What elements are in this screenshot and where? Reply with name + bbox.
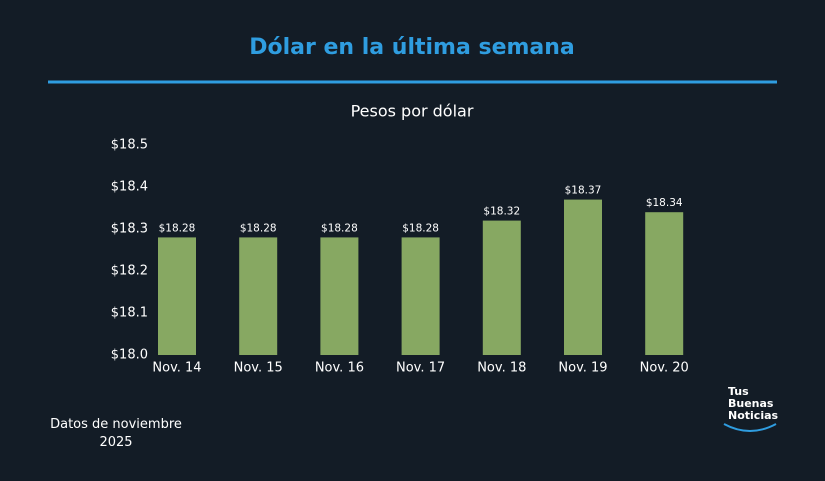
bar [239, 237, 278, 355]
y-tick-label: $18.3 [111, 222, 148, 237]
logo: Tus Buenas Noticias [723, 385, 779, 432]
y-tick-label: $18.0 [111, 348, 148, 363]
value-label: $18.28 [240, 222, 277, 234]
x-tick-label: Nov. 20 [640, 361, 689, 376]
y-tick-label: $18.5 [111, 138, 148, 153]
x-tick-label: Nov. 16 [315, 361, 364, 376]
x-tick-label: Nov. 14 [152, 361, 201, 376]
chart-title: Dólar en la última semana [249, 35, 575, 60]
value-label: $18.28 [321, 222, 358, 234]
y-tick-label: $18.1 [111, 306, 148, 321]
bar [564, 199, 602, 355]
value-label: $18.37 [565, 185, 602, 197]
logo-text: Tus [728, 385, 749, 398]
chart-subtitle: Pesos por dólar [351, 102, 474, 121]
x-tick-label: Nov. 18 [477, 361, 526, 376]
value-label: $18.32 [483, 206, 520, 218]
logo-text: Buenas [728, 397, 774, 410]
value-label: $18.34 [646, 197, 683, 209]
bar [320, 237, 359, 355]
logo-swoosh [723, 423, 777, 432]
x-tick-label: Nov. 17 [396, 361, 445, 376]
bar [645, 212, 684, 355]
footnote: Datos de noviembre 2025 [50, 417, 182, 450]
y-tick-label: $18.2 [111, 264, 148, 279]
x-tick-label: Nov. 19 [558, 361, 607, 376]
value-label: $18.28 [159, 222, 196, 234]
y-tick-label: $18.4 [111, 180, 148, 195]
x-tick-label: Nov. 15 [234, 361, 283, 376]
logo-text: Noticias [728, 409, 779, 422]
bar [401, 237, 440, 355]
bar [482, 220, 521, 355]
bar [158, 237, 196, 355]
value-label: $18.28 [402, 222, 439, 234]
